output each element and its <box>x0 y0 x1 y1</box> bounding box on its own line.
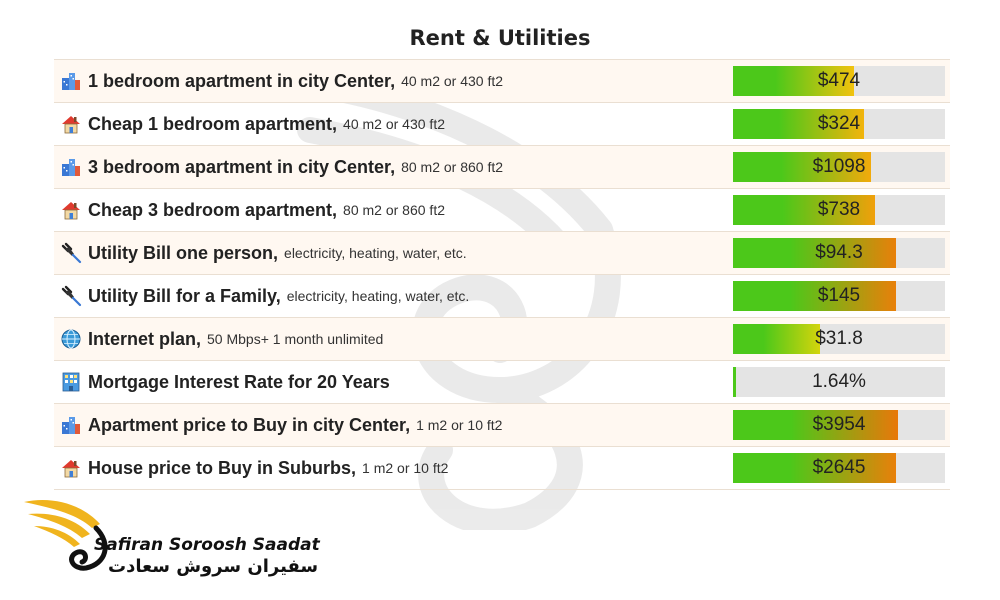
table-row: 3 bedroom apartment in city Center, 80 m2… <box>54 146 950 189</box>
row-label-main: Cheap 1 bedroom apartment, <box>88 113 338 134</box>
row-label-detail: 40 m2 or 430 ft2 <box>401 73 504 89</box>
row-label: House price to Buy in Suburbs, 1 m2 or 10… <box>60 447 448 489</box>
bar-track: $2645 <box>733 453 945 483</box>
bar-track: $738 <box>733 195 945 225</box>
row-label: Apartment price to Buy in city Center, 1 … <box>60 404 502 446</box>
bar-track: $324 <box>733 109 945 139</box>
bar-value-label: $474 <box>817 70 861 91</box>
row-label: Cheap 3 bedroom apartment, 80 m2 or 860 f… <box>60 189 445 231</box>
brand-logo-icon <box>24 500 108 571</box>
bar-fill <box>733 152 871 182</box>
table-row: Utility Bill one person, electricity, hea… <box>54 232 950 275</box>
house-icon <box>60 113 82 135</box>
row-label-detail: 40 m2 or 430 ft2 <box>343 116 445 132</box>
bar-value-label: $145 <box>817 285 861 306</box>
row-label-detail: electricity, heating, water, etc. <box>286 288 470 304</box>
plug-icon <box>60 242 82 264</box>
chart-title: Rent & Utilities <box>409 26 591 50</box>
bar-value-label: $2645 <box>812 457 866 478</box>
bar-fill <box>733 281 896 311</box>
row-label: Utility Bill for a Family, electricity, h… <box>60 275 469 317</box>
table-row: Cheap 1 bedroom apartment, 40 m2 or 430 f… <box>54 103 950 146</box>
bar-fill <box>733 109 864 139</box>
bar-track: $31.8 <box>733 324 945 354</box>
row-label-detail: 1 m2 or 10 ft2 <box>362 460 449 476</box>
bar-value-label: $738 <box>817 199 861 220</box>
row-label-detail: electricity, heating, water, etc. <box>284 245 467 261</box>
row-label-main: Internet plan, <box>88 328 202 349</box>
bar-track: $94.3 <box>733 238 945 268</box>
house-icon <box>60 199 82 221</box>
table-row: Mortgage Interest Rate for 20 Years 1.64% <box>54 361 950 404</box>
bar-fill <box>733 453 896 483</box>
table-row: Utility Bill for a Family, electricity, h… <box>54 275 950 318</box>
bar-fill <box>733 367 736 397</box>
row-label-main: 3 bedroom apartment in city Center, <box>88 156 396 177</box>
bar-track: $3954 <box>733 410 945 440</box>
city-building-icon <box>60 156 82 178</box>
table-row: 1 bedroom apartment in city Center, 40 m2… <box>54 59 950 103</box>
table-row: Internet plan, 50 Mbps+ 1 month unlimited… <box>54 318 950 361</box>
row-label-main: Utility Bill for a Family, <box>88 285 281 306</box>
bar-fill <box>733 410 898 440</box>
row-label: Internet plan, 50 Mbps+ 1 month unlimited <box>60 318 383 360</box>
office-building-icon <box>60 371 82 393</box>
bar-fill <box>733 195 875 225</box>
row-label-main: Apartment price to Buy in city Center, <box>88 414 411 435</box>
row-label-main: 1 bedroom apartment in city Center, <box>88 70 396 91</box>
bar-track: 1.64% <box>733 367 945 397</box>
row-label-detail: 1 m2 or 10 ft2 <box>416 417 503 433</box>
bar-value-label: $31.8 <box>815 328 863 349</box>
plug-icon <box>60 285 82 307</box>
bar-track: $145 <box>733 281 945 311</box>
row-label-main: House price to Buy in Suburbs, <box>88 457 357 478</box>
row-label-main: Mortgage Interest Rate for 20 Years <box>88 371 390 392</box>
row-label-detail: 80 m2 or 860 ft2 <box>401 159 504 175</box>
table-row: Cheap 3 bedroom apartment, 80 m2 or 860 f… <box>54 189 950 232</box>
row-label-detail: 80 m2 or 860 ft2 <box>343 202 445 218</box>
bar-fill <box>733 66 854 96</box>
brand-name-fa: سفیران سروش سعادت <box>108 556 319 577</box>
bar-value-label: $324 <box>817 113 861 134</box>
bar-value-label: $3954 <box>812 414 866 435</box>
brand-name-en: Safiran Soroosh Saadat <box>94 535 320 555</box>
row-label: Utility Bill one person, electricity, hea… <box>60 232 467 274</box>
row-label-main: Cheap 3 bedroom apartment, <box>88 199 338 220</box>
bar-value-label: 1.64% <box>812 371 866 392</box>
house-icon <box>60 457 82 479</box>
row-label-detail: 50 Mbps+ 1 month unlimited <box>207 331 384 347</box>
bar-track: $474 <box>733 66 945 96</box>
row-label-main: Utility Bill one person, <box>88 242 279 263</box>
city-building-icon <box>60 414 82 436</box>
table-row: House price to Buy in Suburbs, 1 m2 or 10… <box>54 447 950 490</box>
row-label: 1 bedroom apartment in city Center, 40 m2… <box>60 60 503 102</box>
city-building-icon <box>60 70 82 92</box>
table-row: Apartment price to Buy in city Center, 1 … <box>54 404 950 447</box>
row-label: Cheap 1 bedroom apartment, 40 m2 or 430 f… <box>60 103 445 145</box>
globe-icon <box>60 328 82 350</box>
bar-value-label: $1098 <box>812 156 866 177</box>
cost-table: 1 bedroom apartment in city Center, 40 m2… <box>54 59 950 490</box>
bar-track: $1098 <box>733 152 945 182</box>
bar-fill <box>733 238 896 268</box>
row-label: Mortgage Interest Rate for 20 Years <box>60 361 390 403</box>
bar-fill <box>733 324 820 354</box>
bar-value-label: $94.3 <box>815 242 863 263</box>
row-label: 3 bedroom apartment in city Center, 80 m2… <box>60 146 503 188</box>
